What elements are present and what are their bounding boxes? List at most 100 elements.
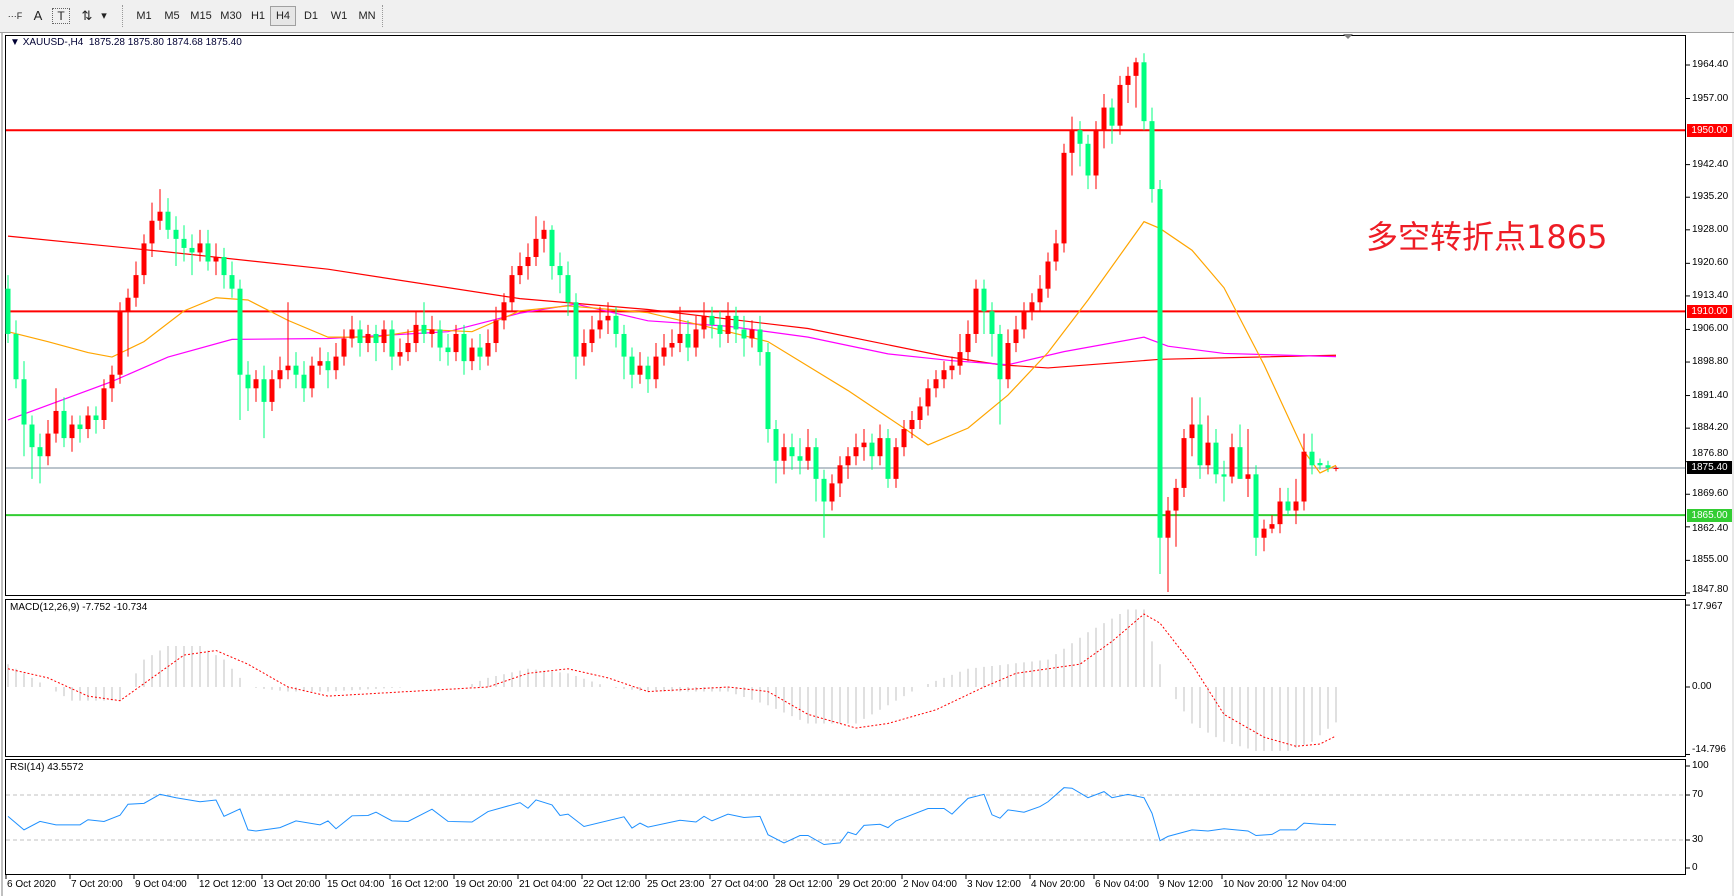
candle-body [189,247,195,253]
candle [1245,429,1251,497]
timeframe-d1[interactable]: D1 [303,10,319,22]
candle-body [1325,465,1331,468]
candle [493,306,499,353]
axis-ticks [5,64,1690,879]
timeframe-h4[interactable]: H4 [270,6,296,26]
arrows-tool-icon[interactable]: ⇅ [81,8,93,23]
candle [213,243,219,276]
candle-body [1037,288,1043,303]
candle [205,229,211,271]
candle [525,243,531,280]
candle [1037,275,1043,312]
periodicity-grid-icon[interactable]: ⋯F [7,11,23,21]
candle [245,361,251,411]
candle [1277,487,1283,534]
candle [693,315,699,357]
candle [373,324,379,362]
candle [613,306,619,348]
candle [661,333,667,366]
date-axis-label: 6 Oct 2020 [7,879,56,890]
macd-panel-frame [5,599,1686,757]
candle-body [749,329,755,339]
candle-body [1269,524,1275,529]
candle [597,306,603,339]
candle [829,474,835,511]
candle-body [85,415,91,430]
candle [357,320,363,357]
dropdown-arrow-icon[interactable]: ▾ [101,10,107,22]
price-axis-label: 1957.00 [1692,92,1729,104]
candle [837,456,843,497]
candle [1133,57,1139,108]
candle [1077,121,1083,167]
candle-body [765,352,771,430]
candle [181,225,187,262]
candle [45,419,51,466]
candle [1317,458,1323,470]
candle [861,429,867,461]
candle-body [1189,424,1195,439]
candle-body [173,229,179,239]
candle-body [837,465,843,484]
date-axis-label: 13 Oct 20:00 [263,879,321,890]
candle-body [821,478,827,502]
candle-body [781,447,787,461]
price-axis-label: 1891.40 [1692,389,1729,401]
candle [1005,329,1011,389]
timeframe-mn[interactable]: MN [358,10,376,22]
candle [901,419,907,457]
timeframe-w1[interactable]: W1 [330,10,348,22]
candle-body [757,329,763,353]
candle [1229,433,1235,484]
candle [877,424,883,466]
date-axis-label: 12 Oct 12:00 [199,879,257,890]
candle-body [557,266,563,276]
candle [109,365,115,402]
candle [77,415,83,443]
candle-body [597,320,603,330]
candle [1117,75,1123,135]
candle-body [1133,62,1139,76]
candle [781,433,787,475]
candle [21,361,27,457]
text-tool-icon[interactable]: A [33,8,43,23]
candle [1125,66,1131,104]
candle-body [621,333,627,357]
candle-body [525,256,531,267]
candle-body [309,365,315,389]
candle [1213,429,1219,484]
candle-body [917,406,923,420]
timeframe-m1[interactable]: M1 [136,10,152,22]
candle [325,352,331,389]
candle-body [317,361,323,366]
candle-body [701,315,707,330]
candle [5,275,11,344]
candle-body [885,438,891,479]
candle [469,338,475,371]
candle-body [893,447,899,479]
candle-body [1261,528,1267,538]
collapse-triangle-icon[interactable]: ▼ [10,37,20,48]
candle-body [717,324,723,334]
timeframe-m30[interactable]: M30 [220,10,242,22]
candle-body [605,315,611,321]
date-axis-label: 16 Oct 12:00 [391,879,449,890]
chart-shift-marker-icon[interactable] [1343,34,1353,39]
candle-body [1149,121,1155,190]
timeframe-m15[interactable]: M15 [190,10,212,22]
candle-body [613,315,619,334]
candle [893,438,899,488]
candle [997,324,1003,425]
text-label-tool-icon[interactable]: T [52,8,70,24]
candle-body [1205,442,1211,466]
timeframe-m5[interactable]: M5 [164,10,180,22]
candle [293,352,299,389]
candle-body [1085,143,1091,176]
candle-body [1141,62,1147,122]
candle-body [1253,474,1259,538]
candle [733,306,739,344]
timeframe-h1[interactable]: H1 [250,10,266,22]
candle [1197,397,1203,479]
candle [125,288,131,357]
